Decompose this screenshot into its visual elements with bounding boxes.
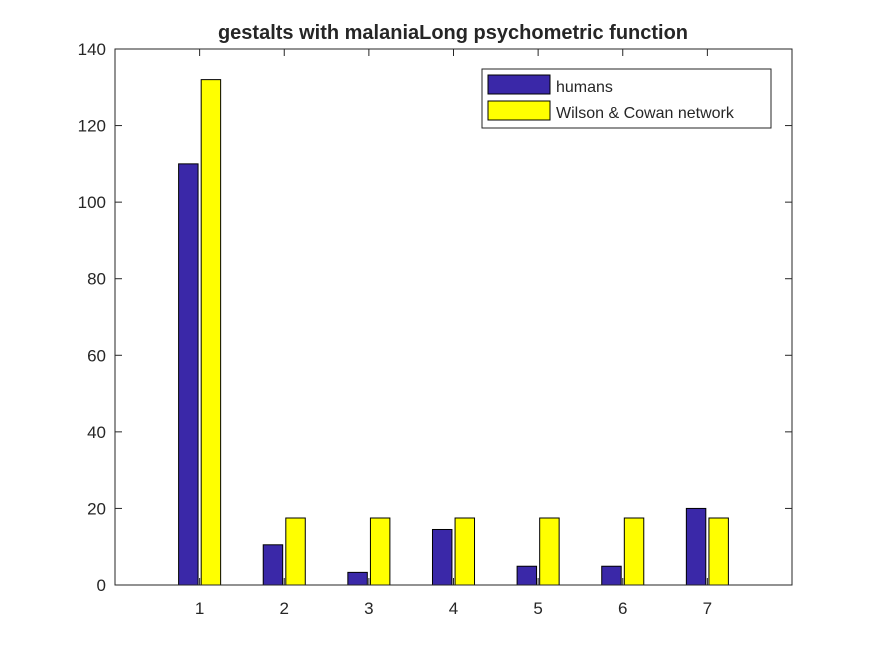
x-axis: 1 2 3 4 5 6 7 (195, 49, 712, 618)
y-tick-label-120: 120 (78, 117, 106, 136)
bar-humans-3 (347, 571, 368, 586)
y-axis: 0 20 40 60 80 100 120 140 (78, 40, 792, 595)
x-tick-label-7: 7 (703, 599, 712, 618)
x-tick-label-2: 2 (280, 599, 289, 618)
y-tick-label-0: 0 (97, 576, 106, 595)
bar-humans-4 (431, 528, 453, 586)
legend-label-wilson-cowan: Wilson & Cowan network (556, 105, 735, 122)
bar-wilson-cowan-7 (708, 517, 729, 586)
legend-swatch-wilson-cowan (487, 100, 551, 121)
y-tick-label-20: 20 (87, 499, 106, 518)
y-tick-label-60: 60 (87, 346, 106, 365)
y-tick-label-100: 100 (78, 193, 106, 212)
bar-wilson-cowan-4 (454, 517, 476, 586)
bar-humans-5 (516, 565, 538, 586)
bar-wilson-cowan-1 (200, 79, 222, 586)
bar-humans-1 (178, 163, 199, 586)
plot-area (115, 49, 792, 585)
x-tick-label-4: 4 (449, 599, 458, 618)
legend-label-humans: humans (556, 79, 613, 96)
bar-humans-7 (685, 507, 707, 586)
bar-wilson-cowan-3 (369, 517, 391, 586)
x-tick-label-5: 5 (533, 599, 542, 618)
x-tick-label-1: 1 (195, 599, 204, 618)
chart-title: gestalts with malaniaLong psychometric f… (218, 22, 688, 44)
bar-humans-2 (262, 544, 284, 586)
bars-group (178, 79, 729, 586)
x-tick-label-6: 6 (618, 599, 627, 618)
bar-wilson-cowan-5 (539, 517, 560, 586)
y-tick-label-80: 80 (87, 270, 106, 289)
bar-humans-6 (601, 565, 622, 586)
legend: humans Wilson & Cowan network (481, 68, 772, 129)
y-tick-label-140: 140 (78, 40, 106, 59)
bar-wilson-cowan-6 (623, 517, 645, 586)
y-tick-label-40: 40 (87, 423, 106, 442)
legend-swatch-humans (487, 74, 551, 95)
bar-wilson-cowan-2 (285, 517, 306, 586)
x-tick-label-3: 3 (364, 599, 373, 618)
